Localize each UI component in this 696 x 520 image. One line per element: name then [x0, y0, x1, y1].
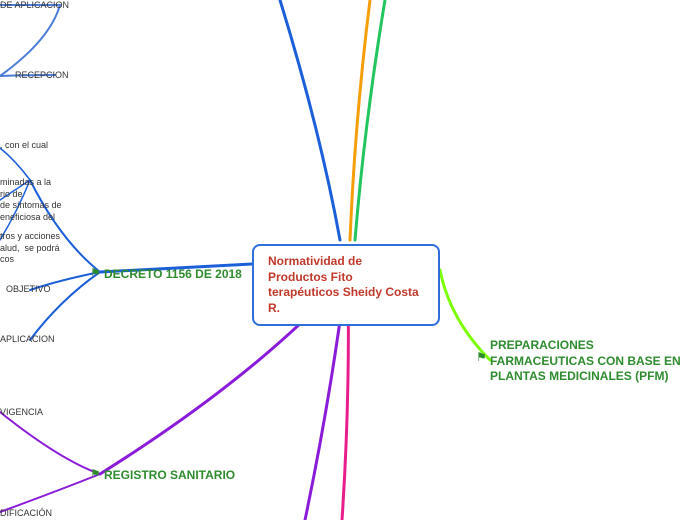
sub-label-1[interactable]: RECEPCION	[15, 70, 69, 82]
edge-curve	[280, 0, 340, 240]
sub-label-8[interactable]: DIFICACIÓN	[0, 508, 52, 520]
center-node[interactable]: Normatividad de Productos Fito terapéuti…	[252, 244, 440, 326]
edge-curve	[0, 474, 100, 512]
sub-label-0[interactable]: DE APLICACION	[0, 0, 69, 12]
branch-preparaciones[interactable]: PREPARACIONES FARMACEUTICAS CON BASE EN …	[490, 338, 690, 385]
sub-label-6[interactable]: APLICACION	[0, 334, 55, 346]
flag-icon: ⚑	[90, 467, 101, 481]
sub-label-4[interactable]: tros y acciones alud, se podrá cos	[0, 231, 60, 266]
sub-label-7[interactable]: VIGENCIA	[0, 407, 43, 419]
edge-curve	[440, 270, 490, 360]
branch-decreto[interactable]: DECRETO 1156 DE 2018	[104, 267, 242, 283]
center-title: Normatividad de Productos Fito terapéuti…	[268, 254, 419, 315]
sub-label-2[interactable]: , con el cual	[0, 140, 48, 152]
edge-curve	[0, 148, 30, 180]
edge-curve	[0, 412, 100, 474]
flag-icon: ⚑	[90, 266, 101, 280]
edge-curve	[0, 5, 60, 76]
edge-curve	[355, 0, 385, 240]
sub-label-3[interactable]: minadas a la rio de de síntomas de enefi…	[0, 177, 62, 224]
flag-icon: ⚑	[476, 350, 487, 364]
sub-label-5[interactable]: OBJETIVO	[6, 284, 51, 296]
branch-registro[interactable]: REGISTRO SANITARIO	[104, 468, 235, 484]
edge-curve	[30, 272, 100, 340]
